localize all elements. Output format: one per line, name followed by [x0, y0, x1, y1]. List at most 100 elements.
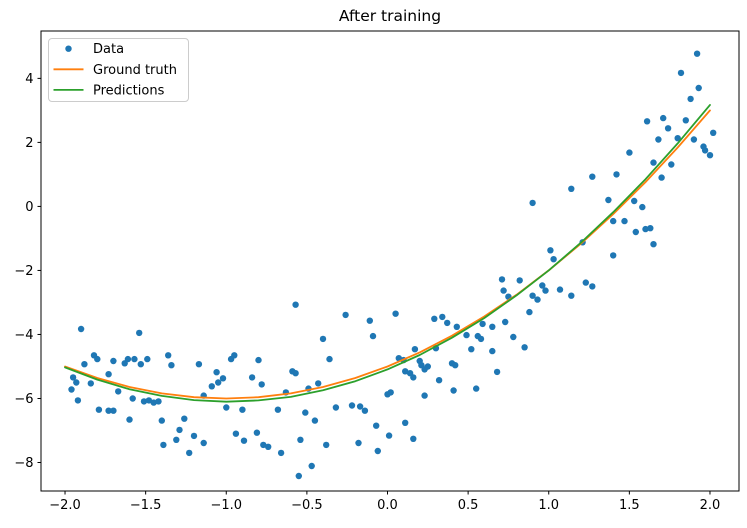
data-point [308, 462, 315, 470]
data-point [136, 329, 143, 337]
x-axis: −2.0 −1.5 −1.0 −0.5 0.0 0.5 1.0 1.5 2.0 [49, 491, 720, 513]
data-point [610, 252, 617, 259]
data-point [642, 225, 649, 233]
data-point [582, 279, 589, 286]
data-point [435, 377, 443, 384]
y-tick-label: 4 [25, 72, 33, 87]
data-point [682, 117, 689, 124]
data-point [240, 437, 248, 444]
data-point [510, 333, 517, 341]
data-point [326, 355, 333, 363]
axes-spines [40, 30, 740, 492]
data-point [69, 374, 77, 381]
data-point [342, 311, 349, 319]
data-point [453, 323, 460, 330]
data-point [129, 395, 136, 402]
data-point [213, 369, 220, 376]
data-point [176, 426, 183, 434]
data-point [144, 355, 151, 363]
data-point [181, 415, 188, 422]
scatter-points [68, 50, 717, 480]
data-point [687, 95, 694, 103]
data-point [392, 310, 399, 317]
data-point [215, 379, 222, 386]
data-point [137, 361, 144, 368]
data-point [395, 355, 402, 362]
data-point [439, 313, 446, 321]
x-tick-label: 1.0 [538, 498, 559, 513]
data-point [529, 292, 536, 299]
data-point [655, 136, 662, 143]
data-point [315, 380, 322, 387]
data-point [140, 398, 148, 405]
data-point [589, 173, 596, 180]
data-point [295, 472, 302, 480]
data-point [319, 335, 327, 343]
data-point [444, 319, 451, 327]
x-tick-label: 2.0 [700, 498, 721, 513]
data-point [165, 352, 172, 359]
data-point [258, 381, 265, 388]
data-point [473, 385, 480, 392]
data-point [631, 197, 638, 205]
data-point [695, 84, 702, 92]
data-point [674, 135, 681, 142]
data-point [200, 439, 207, 447]
data-point [658, 174, 665, 181]
data-point [361, 407, 369, 414]
data-point [385, 432, 393, 439]
data-point [647, 225, 654, 232]
data-point [402, 368, 409, 375]
legend-marker-icon [65, 45, 72, 52]
legend-label: Ground truth [93, 63, 177, 78]
data-point [516, 277, 523, 284]
y-tick-label: 2 [25, 136, 33, 151]
data-point [168, 362, 175, 369]
data-point [526, 308, 533, 316]
data-point [489, 323, 496, 330]
data-point [253, 429, 261, 436]
data-point [605, 196, 612, 204]
data-point [477, 335, 485, 343]
data-point [150, 399, 157, 406]
data-point [126, 416, 133, 423]
y-axis: 4 2 0 −2 −4 −6 −8 [14, 72, 41, 471]
data-point [145, 397, 153, 404]
data-point [73, 379, 80, 386]
data-point [706, 152, 714, 159]
data-point [550, 256, 557, 263]
data-point [626, 149, 633, 156]
predictions-line [64, 104, 711, 403]
data-point [468, 346, 475, 353]
y-tick-label: −8 [14, 456, 33, 471]
legend-label: Predictions [93, 83, 165, 98]
x-tick-label: −1.5 [130, 498, 162, 513]
data-point [500, 287, 507, 294]
data-point [95, 406, 103, 413]
data-point [421, 392, 428, 399]
data-point [110, 407, 117, 414]
data-point [239, 406, 246, 413]
data-point [74, 397, 82, 404]
data-point [613, 171, 620, 178]
data-point [311, 417, 319, 424]
data-point [693, 50, 701, 57]
ground-truth-line [64, 109, 711, 400]
data-point [643, 118, 651, 125]
data-point [539, 282, 546, 289]
data-point [547, 247, 554, 254]
data-point [348, 402, 356, 409]
data-point [68, 386, 75, 393]
data-point [124, 355, 132, 363]
data-point [110, 357, 117, 365]
data-point [265, 443, 272, 450]
data-point [664, 125, 672, 132]
data-point [223, 404, 230, 411]
data-point [115, 388, 122, 395]
data-point [173, 436, 180, 443]
x-tick-label: −1.0 [210, 498, 242, 513]
data-point [186, 449, 193, 457]
data-point [232, 430, 240, 437]
data-point [160, 441, 167, 449]
